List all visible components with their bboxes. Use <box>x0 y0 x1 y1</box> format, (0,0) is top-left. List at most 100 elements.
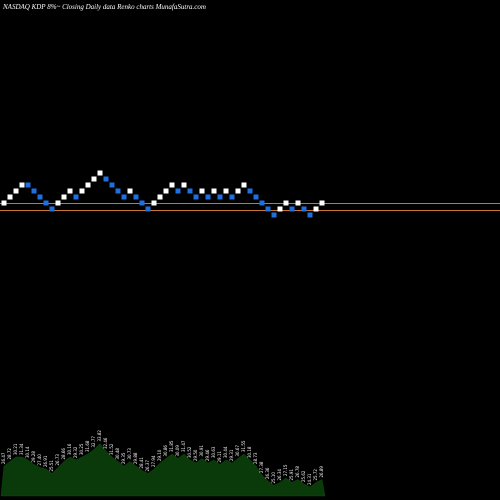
down-brick <box>31 188 37 194</box>
up-brick <box>61 194 67 200</box>
down-brick <box>307 212 313 218</box>
up-brick <box>19 182 25 188</box>
up-brick <box>199 188 205 194</box>
volume-label: 26.78 <box>295 466 300 478</box>
up-brick <box>277 206 283 212</box>
down-brick <box>115 188 121 194</box>
volume-label: 31.85 <box>169 440 174 452</box>
volume-label: 29.11 <box>217 451 222 463</box>
volume-label: 27.40 <box>37 454 42 466</box>
volume-label: 26.73 <box>55 454 60 466</box>
down-brick <box>139 200 145 206</box>
down-brick <box>133 194 139 200</box>
up-brick <box>235 188 241 194</box>
up-brick <box>79 188 85 194</box>
down-brick <box>253 194 259 200</box>
volume-label: 27.94 <box>151 455 156 467</box>
volume-label: 30.16 <box>67 443 72 455</box>
volume-label: 30.21 <box>13 443 18 455</box>
volume-label: 30.48 <box>115 448 120 460</box>
volume-label: 30.63 <box>211 446 216 458</box>
down-brick <box>187 188 193 194</box>
up-brick <box>313 206 319 212</box>
up-brick <box>295 200 301 206</box>
volume-panel: 26.47 28.72 30.21 31.34 30.14 29.28 27.40 26.91… <box>0 430 326 497</box>
down-brick <box>37 194 43 200</box>
up-brick <box>181 182 187 188</box>
volume-area <box>0 443 326 497</box>
down-brick <box>73 194 79 200</box>
up-brick <box>223 188 229 194</box>
down-brick <box>205 194 211 200</box>
up-brick <box>241 182 247 188</box>
volume-label: 28.73 <box>253 452 258 464</box>
up-brick <box>7 194 13 200</box>
volume-label: 26.91 <box>43 455 48 467</box>
down-brick <box>217 194 223 200</box>
down-brick <box>103 176 109 182</box>
down-brick <box>265 206 271 212</box>
down-brick <box>247 188 253 194</box>
volume-label: 25.62 <box>301 470 306 482</box>
volume-label: 26.47 <box>1 452 6 464</box>
volume-label: 29.88 <box>133 452 138 464</box>
down-brick <box>43 200 49 206</box>
volume-label: 29.35 <box>121 452 126 464</box>
up-brick <box>13 188 19 194</box>
reference-lines <box>0 203 500 211</box>
up-brick <box>91 176 97 182</box>
volume-label: 30.91 <box>199 445 204 457</box>
volume-label: 27.38 <box>259 461 264 473</box>
volume-label: 30.09 <box>175 445 180 457</box>
down-brick <box>49 206 55 212</box>
up-brick <box>67 188 73 194</box>
volume-label: 30.44 <box>223 446 228 458</box>
volume-label: 31.68 <box>85 440 90 452</box>
volume-label: 25.10 <box>271 472 276 484</box>
volume-label: 31.52 <box>109 443 114 455</box>
volume-label: 26.37 <box>145 460 150 472</box>
volume-label: 29.28 <box>31 451 36 463</box>
volume-label: 25.72 <box>313 469 318 481</box>
renko-bricks <box>1 170 325 218</box>
down-brick <box>193 194 199 200</box>
volume-label: 32.46 <box>103 437 108 449</box>
volume-label: 30.67 <box>235 445 240 457</box>
volume-label: 30.73 <box>127 448 132 460</box>
down-brick <box>145 206 151 212</box>
volume-label: 28.66 <box>61 448 66 460</box>
volume-label: 30.52 <box>187 446 192 458</box>
up-brick <box>1 200 7 206</box>
volume-label: 24.31 <box>307 473 312 485</box>
up-brick <box>157 194 163 200</box>
up-brick <box>211 188 217 194</box>
down-brick <box>271 212 277 218</box>
volume-label: 30.14 <box>25 446 30 458</box>
volume-label: 31.47 <box>181 440 186 452</box>
up-brick <box>283 200 289 206</box>
volume-label: 28.72 <box>7 448 12 460</box>
up-brick <box>55 200 61 206</box>
volume-label: 27.15 <box>283 464 288 476</box>
volume-label: 30.25 <box>79 443 84 455</box>
down-brick <box>175 188 181 194</box>
down-brick <box>289 206 295 212</box>
down-brick <box>25 182 31 188</box>
volume-label: 26.34 <box>277 469 282 481</box>
up-brick <box>127 188 133 194</box>
volume-label: 31.34 <box>19 443 24 455</box>
volume-label: 33.82 <box>97 430 102 442</box>
volume-label: 25.51 <box>49 460 54 472</box>
up-brick <box>97 170 103 176</box>
up-brick <box>85 182 91 188</box>
volume-label: 28.41 <box>139 457 144 469</box>
down-brick <box>259 200 265 206</box>
volume-label: 25.91 <box>289 469 294 481</box>
volume-label: 29.10 <box>157 449 162 461</box>
volume-label: 29.46 <box>205 449 210 461</box>
up-brick <box>151 200 157 206</box>
up-brick <box>319 200 325 206</box>
down-brick <box>109 182 115 188</box>
